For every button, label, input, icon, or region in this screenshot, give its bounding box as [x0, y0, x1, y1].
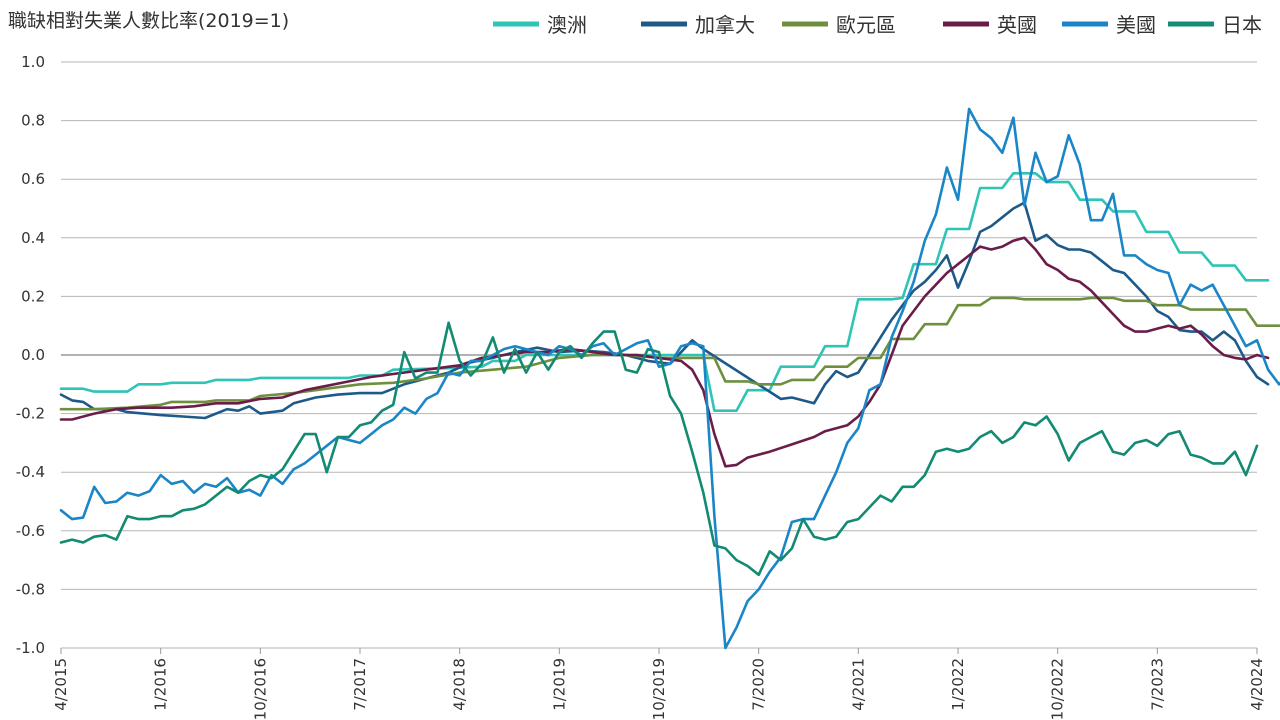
x-axis: 4/2015 1/2016 10/2016 7/2017 4/2018 1/2019 10/… — [52, 648, 1266, 720]
legend: 澳洲 加拿大 歐元區 英國 美國 日本 — [493, 13, 1262, 37]
x-tick-label: 1/2019 — [550, 658, 568, 711]
series-line-0 — [59, 172, 1270, 412]
x-tick-label: 10/2022 — [1049, 658, 1067, 720]
x-tick-label: 7/2020 — [750, 658, 768, 711]
series-line-3 — [59, 236, 1270, 468]
legend-label: 歐元區 — [836, 13, 896, 37]
x-tick-label: 1/2016 — [152, 658, 170, 711]
x-tick-label: 4/2015 — [52, 658, 70, 711]
legend-label: 澳洲 — [547, 13, 587, 37]
y-tick-label: -1.0 — [16, 639, 45, 657]
x-tick-label: 4/2021 — [849, 658, 867, 711]
y-tick-label: 0.4 — [21, 229, 45, 247]
y-axis: 1.0 0.8 0.6 0.4 0.2 0.0 -0.2 -0.4 -0.6 -0.8 -1.0 — [16, 53, 45, 657]
x-tick-label: 1/2022 — [949, 658, 967, 711]
legend-label: 英國 — [997, 13, 1037, 37]
series-line-5 — [59, 321, 1259, 577]
x-tick-label: 10/2019 — [650, 658, 668, 720]
x-tick-label: 4/2024 — [1248, 658, 1266, 711]
y-tick-label: -0.8 — [16, 580, 45, 598]
legend-label: 日本 — [1222, 13, 1262, 37]
x-tick-label: 7/2023 — [1148, 658, 1166, 711]
x-tick-label: 7/2017 — [351, 658, 369, 711]
y-tick-label: -0.4 — [16, 463, 45, 481]
legend-label: 加拿大 — [695, 13, 755, 37]
x-tick-label: 10/2016 — [251, 658, 269, 720]
series-lines — [59, 107, 1280, 650]
y-tick-label: -0.2 — [16, 405, 45, 423]
y-tick-label: 0.2 — [21, 287, 45, 305]
y-tick-label: 1.0 — [21, 53, 45, 71]
legend-label: 美國 — [1116, 13, 1156, 37]
x-tick-label: 4/2018 — [451, 658, 469, 711]
series-line-4 — [59, 107, 1280, 650]
series-line-1 — [59, 201, 1270, 420]
y-tick-label: 0.8 — [21, 112, 45, 130]
y-tick-label: -0.6 — [16, 522, 45, 540]
chart-title: 職缺相對失業人數比率(2019=1) — [8, 10, 290, 32]
y-tick-label: 0.0 — [21, 346, 45, 364]
y-tick-label: 0.6 — [21, 170, 45, 188]
